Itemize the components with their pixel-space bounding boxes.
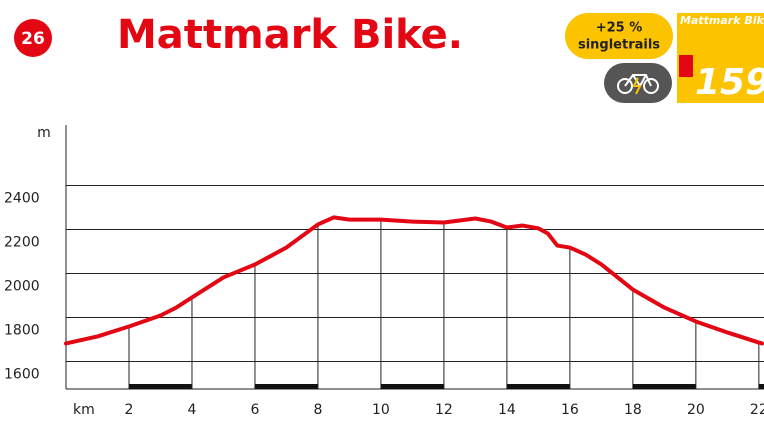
- y-tick-label: 2400: [4, 191, 40, 207]
- x-tick-label: 12: [435, 402, 453, 418]
- badge-line: singletrails: [578, 38, 660, 53]
- y-axis-label: m: [37, 125, 51, 141]
- scale-bar: [632, 384, 696, 389]
- scale-bar: [254, 384, 318, 389]
- title: Mattmark Bike.: [117, 12, 463, 58]
- scale-bar: [380, 384, 444, 389]
- bolt: [632, 77, 642, 95]
- y-tick-label: 2000: [4, 279, 40, 295]
- number: 26: [21, 29, 45, 49]
- x-tick-label: 4: [188, 402, 197, 418]
- scale-bar: [128, 384, 192, 389]
- x-tick-label: 22: [750, 402, 764, 418]
- x-tick-label: km: [73, 402, 95, 418]
- x-tick-label: 16: [561, 402, 579, 418]
- x-tick-label: 14: [498, 402, 516, 418]
- x-tick-label: 8: [313, 402, 322, 418]
- badge-line: +25 %: [596, 21, 643, 36]
- x-tick-label: 10: [372, 402, 390, 418]
- x-tick-label: 18: [624, 402, 642, 418]
- x-tick-label: 2: [125, 402, 134, 418]
- book-number: 159: [695, 62, 764, 103]
- y-tick-label: 1600: [4, 367, 40, 383]
- singletrail-badge: [565, 13, 673, 59]
- number-badge: [14, 19, 52, 57]
- x-tick-label: 6: [250, 402, 259, 418]
- scale-bar: [506, 384, 570, 389]
- y-tick-label: 2200: [4, 235, 40, 251]
- book-title: Mattmark Bike: [680, 14, 764, 27]
- elevation-line: [64, 215, 764, 346]
- x-tick-label: 20: [687, 402, 705, 418]
- sticker: [679, 55, 693, 77]
- scale-bar: [758, 384, 764, 389]
- y-tick-label: 1800: [4, 323, 40, 339]
